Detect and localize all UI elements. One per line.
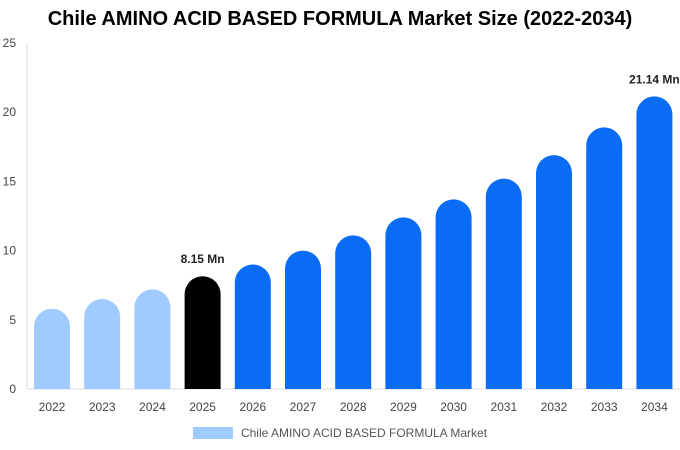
y-tick-label: 20 bbox=[3, 105, 17, 119]
bar-2024 bbox=[134, 289, 171, 389]
bar-2025 bbox=[184, 276, 221, 389]
y-tick-label: 10 bbox=[3, 244, 17, 258]
legend: Chile AMINO ACID BASED FORMULA Market bbox=[0, 426, 680, 440]
x-tick-label: 2029 bbox=[390, 400, 417, 414]
chart-title: Chile AMINO ACID BASED FORMULA Market Si… bbox=[47, 8, 633, 30]
y-tick-label: 0 bbox=[9, 382, 16, 396]
legend-label: Chile AMINO ACID BASED FORMULA Market bbox=[240, 426, 488, 440]
x-tick-label: 2031 bbox=[490, 400, 517, 414]
x-tick-label: 2032 bbox=[541, 400, 568, 414]
bar-2029 bbox=[385, 217, 422, 389]
bar-2031 bbox=[485, 178, 522, 389]
bar-2023 bbox=[84, 299, 121, 389]
x-tick-label: 2026 bbox=[239, 400, 266, 414]
x-tick-label: 2023 bbox=[89, 400, 116, 414]
x-tick-label: 2022 bbox=[39, 400, 66, 414]
data-label-2034: 21.14 Mn bbox=[629, 72, 680, 86]
x-tick-label: 2034 bbox=[641, 400, 668, 414]
x-tick-label: 2024 bbox=[139, 400, 166, 414]
bar-2033 bbox=[586, 127, 623, 389]
x-tick-label: 2027 bbox=[290, 400, 317, 414]
bar-2032 bbox=[536, 155, 572, 389]
bar-2026 bbox=[234, 264, 271, 389]
data-label-2025: 8.15 Mn bbox=[181, 252, 225, 266]
x-tick-label: 2030 bbox=[440, 400, 467, 414]
x-tick-label: 2028 bbox=[340, 400, 367, 414]
y-tick-label: 25 bbox=[3, 36, 17, 50]
bar-2027 bbox=[285, 250, 321, 389]
bar-2030 bbox=[435, 199, 472, 389]
bar-2034 bbox=[636, 96, 673, 390]
y-tick-label: 5 bbox=[9, 313, 16, 327]
y-tick-label: 15 bbox=[3, 174, 17, 188]
x-tick-label: 2025 bbox=[189, 400, 216, 414]
bar-2022 bbox=[34, 308, 70, 389]
x-tick-label: 2033 bbox=[591, 400, 618, 414]
legend-swatch bbox=[192, 427, 233, 439]
bar-2028 bbox=[335, 235, 372, 389]
